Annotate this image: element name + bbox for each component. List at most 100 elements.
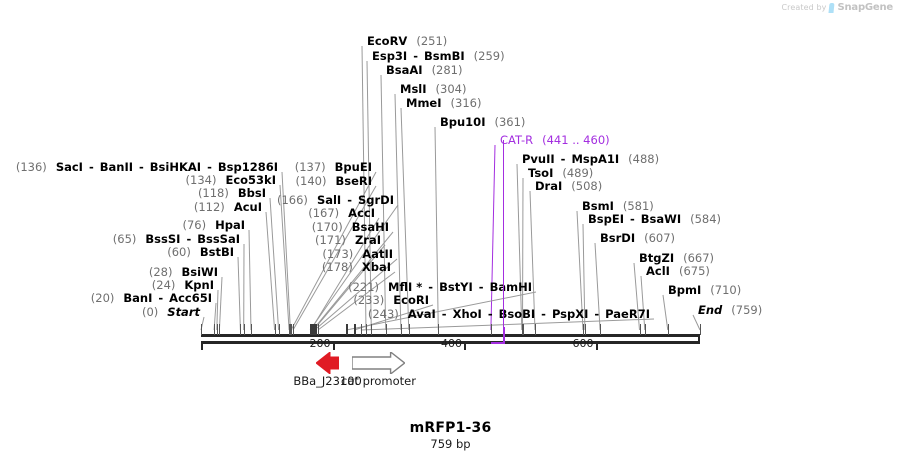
enzyme-label-bpu10i[interactable]: Bpu10I (361) bbox=[440, 116, 525, 128]
cut-site-tick bbox=[291, 324, 293, 335]
enzyme-name: MmeI bbox=[406, 96, 442, 110]
enzyme-position: (233) bbox=[353, 293, 385, 307]
enzyme-separator: - bbox=[428, 280, 434, 294]
enzyme-label-bsiwi[interactable]: (28) BsiWI bbox=[0, 266, 218, 278]
enzyme-name: KpnI bbox=[184, 278, 214, 292]
enzyme-name: Esp3I bbox=[372, 49, 408, 63]
cut-site-tick bbox=[438, 324, 440, 335]
enzyme-label-start[interactable]: (0) Start bbox=[0, 306, 200, 318]
enzyme-label-catr[interactable]: CAT-R (441 .. 460) bbox=[500, 134, 610, 146]
enzyme-label-bsahi[interactable]: (170) BsaHI bbox=[0, 221, 389, 233]
watermark-brand: SnapGene bbox=[837, 2, 893, 13]
dna-strand-top bbox=[201, 334, 700, 337]
cut-site-tick bbox=[522, 324, 524, 335]
enzyme-label-msli[interactable]: MslI (304) bbox=[400, 83, 466, 95]
cut-site-tick bbox=[490, 324, 492, 335]
cut-site-tick bbox=[600, 324, 602, 335]
cut-site-tick bbox=[639, 324, 641, 335]
enzyme-name: HpaI bbox=[215, 218, 245, 232]
cut-site-tick bbox=[354, 324, 357, 335]
enzyme-label-acli[interactable]: AclI (675) bbox=[646, 265, 710, 277]
cut-site-tick bbox=[278, 324, 280, 335]
dna-strand-bottom bbox=[201, 341, 700, 344]
enzyme-label-bseri[interactable]: (140) BseRI bbox=[0, 175, 372, 187]
enzyme-label-ecori[interactable]: (233) EcoRI bbox=[0, 294, 429, 306]
enzyme-label-acui[interactable]: (112) AcuI bbox=[0, 201, 262, 213]
enzyme-label-bsssi[interactable]: (65) BssSI - BssSaI bbox=[0, 233, 240, 245]
enzyme-separator: - bbox=[347, 193, 352, 207]
enzyme-separator: - bbox=[629, 212, 635, 226]
enzyme-label-aatii[interactable]: (173) AatII bbox=[0, 248, 393, 260]
enzyme-name: BsaAI bbox=[386, 63, 423, 77]
enzyme-label-pvuii[interactable]: PvuII - MspA1I (488) bbox=[522, 153, 659, 165]
enzyme-label-end[interactable]: End (759) bbox=[698, 304, 762, 316]
enzyme-position: (60) bbox=[167, 245, 191, 259]
cut-site-tick bbox=[216, 324, 218, 335]
enzyme-position: (675) bbox=[678, 264, 710, 278]
enzyme-position: (136) bbox=[15, 160, 47, 174]
feature-arrow[interactable] bbox=[351, 350, 406, 376]
enzyme-name: BpmI bbox=[668, 283, 702, 297]
watermark-prefix: Created by bbox=[781, 3, 827, 12]
enzyme-position: (607) bbox=[644, 231, 676, 245]
enzyme-position: (361) bbox=[494, 115, 526, 129]
enzyme-label-mmei[interactable]: MmeI (316) bbox=[406, 97, 481, 109]
enzyme-label-bsaai[interactable]: BsaAI (281) bbox=[386, 64, 463, 76]
enzyme-label-avai[interactable]: (243) AvaI - XhoI - BsoBI - PspXI - PaeR7I bbox=[0, 308, 650, 320]
enzyme-label-saci[interactable]: (136) SacI - BanII - BsiHKAI - Bsp1286I bbox=[0, 161, 278, 173]
enzyme-label-xbai[interactable]: (178) XbaI bbox=[0, 261, 391, 273]
enzyme-label-eco53ki[interactable]: (134) Eco53kI bbox=[0, 174, 276, 186]
enzyme-label-zrai[interactable]: (171) ZraI bbox=[0, 234, 381, 246]
enzyme-position: (710) bbox=[710, 283, 742, 297]
enzyme-name: BssSaI bbox=[197, 232, 240, 246]
enzyme-separator: - bbox=[207, 160, 212, 174]
enzyme-label-bpuei[interactable]: (137) BpuEI bbox=[0, 161, 372, 173]
enzyme-label-esp3i[interactable]: Esp3I - BsmBI (259) bbox=[372, 50, 505, 62]
enzyme-label-bsmi[interactable]: BsmI (581) bbox=[582, 200, 654, 212]
enzyme-label-mfli[interactable]: (221) MflI * - BstYI - BamHI bbox=[0, 281, 532, 293]
enzyme-label-bsrdi[interactable]: BsrDI (607) bbox=[600, 232, 675, 244]
sequence-length: 759 bp bbox=[430, 437, 471, 451]
enzyme-label-bbsi[interactable]: (118) BbsI bbox=[0, 187, 266, 199]
enzyme-label-drai[interactable]: DraI (508) bbox=[535, 180, 602, 192]
feature-cat-r-bar bbox=[490, 342, 504, 344]
enzyme-label-bani[interactable]: (20) BanI - Acc65I bbox=[0, 292, 212, 304]
cut-site-tick bbox=[219, 324, 221, 335]
enzyme-label-tsoi[interactable]: TsoI (489) bbox=[528, 167, 593, 179]
enzyme-separator: - bbox=[88, 160, 94, 174]
enzyme-name: MslI bbox=[400, 82, 427, 96]
cut-site-tick bbox=[385, 324, 387, 335]
enzyme-name: BsaWI bbox=[640, 212, 682, 226]
enzyme-separator: - bbox=[478, 280, 484, 294]
enzyme-label-bspei[interactable]: BspEI - BsaWI (584) bbox=[588, 213, 721, 225]
cut-site-tick bbox=[274, 324, 276, 335]
enzyme-position: (178) bbox=[321, 260, 353, 274]
enzyme-label-ecorv[interactable]: EcoRV (251) bbox=[367, 35, 447, 47]
enzyme-name: Eco53kI bbox=[225, 173, 276, 187]
enzyme-label-hpai[interactable]: (76) HpaI bbox=[0, 219, 245, 231]
enzyme-name: BanII bbox=[99, 160, 134, 174]
enzyme-label-kpni[interactable]: (24) KpnI bbox=[0, 279, 214, 291]
enzyme-name: BsrDI bbox=[600, 231, 636, 245]
enzyme-position: (584) bbox=[690, 212, 722, 226]
enzyme-position: (65) bbox=[112, 232, 137, 246]
enzyme-label-sali[interactable]: (166) SalI - SgrDI bbox=[0, 194, 394, 206]
feature-label: BBa_J23100 bbox=[293, 374, 362, 388]
enzyme-position: (243) bbox=[367, 307, 399, 321]
enzyme-name: End bbox=[698, 303, 723, 317]
enzyme-label-bstbi[interactable]: (60) BstBI bbox=[0, 246, 234, 258]
enzyme-separator: - bbox=[560, 152, 566, 166]
ruler-tick bbox=[332, 341, 335, 350]
feature-arrow[interactable] bbox=[315, 350, 340, 376]
enzyme-name: BpuEI bbox=[334, 160, 372, 174]
enzyme-name: PaeR7I bbox=[605, 307, 650, 321]
enzyme-name: BssSI bbox=[145, 232, 181, 246]
enzyme-position: (76) bbox=[182, 218, 207, 232]
enzyme-name: MflI * bbox=[388, 280, 423, 294]
snapgene-watermark: Created by SnapGene bbox=[781, 2, 893, 13]
enzyme-name: EcoRI bbox=[393, 293, 429, 307]
enzyme-label-acci[interactable]: (167) AccI bbox=[0, 207, 375, 219]
enzyme-label-btgzi[interactable]: BtgZI (667) bbox=[639, 252, 714, 264]
feature-label: cat promoter bbox=[341, 374, 416, 388]
enzyme-label-bpmi[interactable]: BpmI (710) bbox=[668, 284, 741, 296]
